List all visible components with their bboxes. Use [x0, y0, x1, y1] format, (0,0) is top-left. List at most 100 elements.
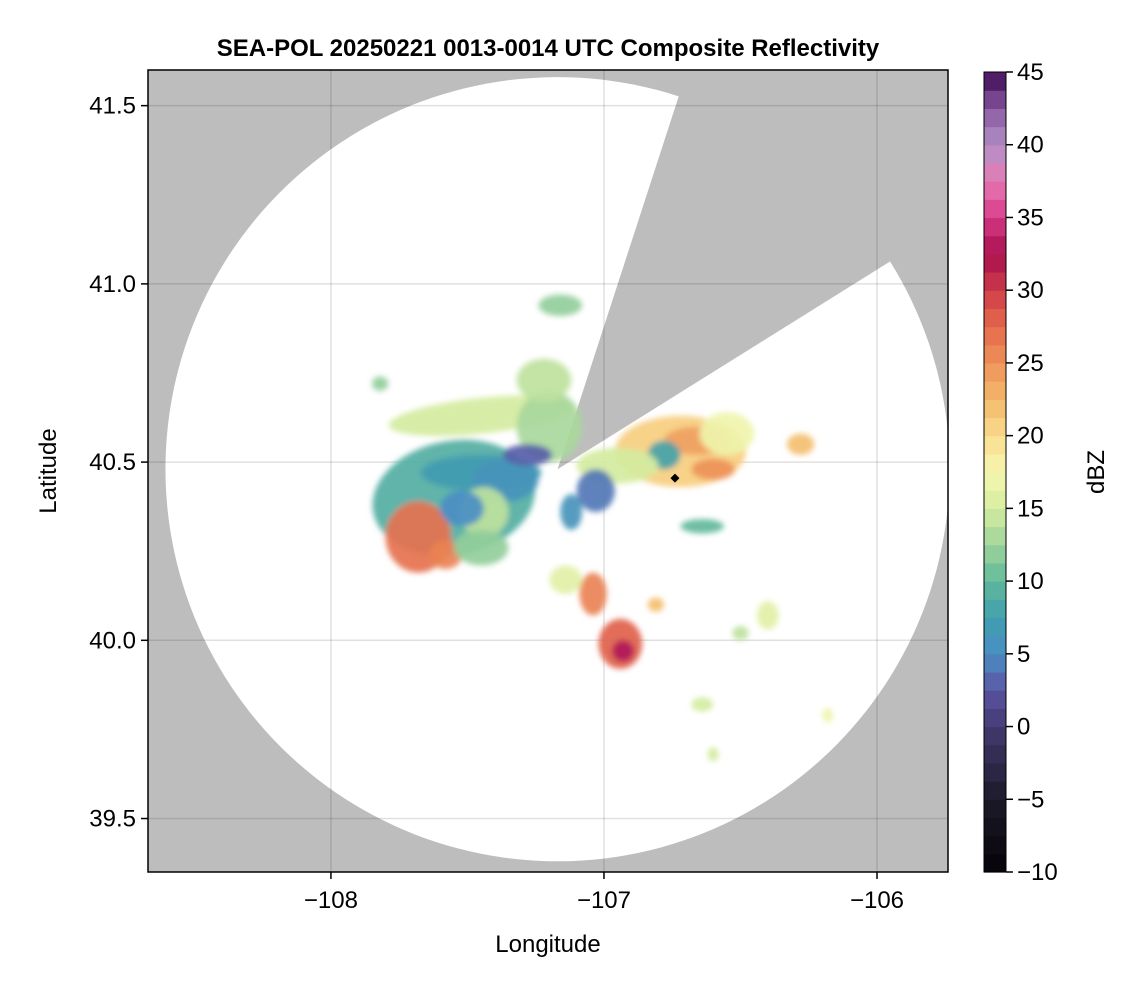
- colorbar-tick-label-10: 40: [1017, 132, 1044, 159]
- echo-cell-10: [516, 358, 572, 402]
- y-axis: 39.5 40.0 40.5 41.0 41.5: [89, 93, 148, 833]
- colorbar-tick-label-1: −5: [1017, 786, 1044, 813]
- echo-cell-21: [576, 469, 615, 512]
- colorbar-segment-21: [984, 472, 1006, 491]
- colorbar-tick-label-4: 10: [1017, 568, 1044, 595]
- colorbar-segment-26: [984, 381, 1006, 400]
- colorbar-segment-23: [984, 435, 1006, 455]
- colorbar-tick-label-5: 15: [1017, 495, 1044, 522]
- colorbar-segment-3: [984, 799, 1006, 819]
- echo-cell-26: [612, 640, 635, 662]
- colorbar-segment-40: [984, 126, 1006, 146]
- colorbar-tick-label-2: 0: [1017, 714, 1030, 741]
- colorbar-segment-27: [984, 362, 1006, 382]
- y-tick-label-1: 40.0: [89, 627, 136, 654]
- colorbar-segment-32: [984, 272, 1006, 291]
- colorbar-segment-13: [984, 617, 1006, 637]
- colorbar-frame: [983, 71, 1007, 873]
- colorbar-tick-label-3: 5: [1017, 641, 1030, 668]
- colorbar-segment-20: [984, 490, 1006, 509]
- echo-cell-11: [538, 294, 583, 316]
- colorbar-segment-38: [984, 162, 1006, 182]
- echo-cell-22: [560, 494, 583, 530]
- colorbar-segment-5: [984, 762, 1006, 782]
- reflectivity-echoes: [371, 294, 834, 762]
- x-axis-label: Longitude: [495, 931, 600, 958]
- y-tick-label-2: 40.5: [89, 449, 136, 476]
- colorbar-segment-42: [984, 90, 1006, 109]
- colorbar-segment-39: [984, 144, 1006, 164]
- colorbar-tick-label-7: 25: [1017, 350, 1044, 377]
- colorbar-segment-12: [984, 635, 1006, 655]
- colorbar-segment-17: [984, 544, 1006, 564]
- colorbar-segment-37: [984, 181, 1006, 200]
- colorbar-segment-31: [984, 290, 1006, 309]
- colorbar-segment-36: [984, 199, 1006, 219]
- echo-cell-23: [579, 572, 607, 616]
- y-tick-label-4: 41.5: [89, 93, 136, 120]
- colorbar-tick-label-11: 45: [1017, 59, 1044, 86]
- colorbar-segment-9: [984, 690, 1006, 709]
- colorbar-segment-24: [984, 417, 1006, 437]
- colorbar-segment-34: [984, 235, 1006, 255]
- colorbar-segment-14: [984, 599, 1006, 619]
- colorbar-segment-1: [984, 835, 1006, 855]
- echo-cell-7: [440, 490, 484, 527]
- colorbar-segment-8: [984, 708, 1006, 728]
- echo-cell-33: [732, 626, 749, 641]
- colorbar-segment-43: [984, 72, 1006, 91]
- echo-cell-12: [502, 444, 553, 466]
- colorbar-segment-29: [984, 326, 1006, 346]
- colorbar-segment-30: [984, 308, 1006, 328]
- grid-lines: [148, 70, 948, 872]
- echo-cell-28: [680, 519, 725, 534]
- colorbar-segment-0: [984, 853, 1006, 873]
- x-tick-label-1: −107: [577, 887, 631, 914]
- colorbar-tick-label-8: 30: [1017, 277, 1044, 304]
- colorbar-tick-label-6: 20: [1017, 423, 1044, 450]
- colorbar-segment-7: [984, 726, 1006, 746]
- echo-cell-4: [429, 540, 462, 570]
- echo-cell-24: [549, 565, 583, 594]
- echo-cell-13: [371, 376, 389, 391]
- x-axis: −108 −107 −106: [304, 872, 904, 914]
- chart-title: SEA-POL 20250221 0013-0014 UTC Composite…: [217, 35, 880, 62]
- colorbar-segment-35: [984, 217, 1006, 237]
- echo-cell-20: [786, 433, 815, 455]
- echo-cell-18: [699, 412, 755, 455]
- x-tick-label-0: −108: [304, 887, 358, 914]
- plot-frame: [147, 69, 949, 873]
- station-marker: [670, 473, 680, 483]
- colorbar-tick-label-0: −10: [1017, 859, 1058, 886]
- radar-coverage-area: [165, 77, 948, 862]
- colorbar-segment-4: [984, 781, 1006, 800]
- echo-cell-29: [756, 601, 779, 630]
- y-tick-label-0: 39.5: [89, 806, 136, 833]
- colorbar-segment-11: [984, 653, 1006, 673]
- echo-cell-9: [516, 390, 583, 463]
- echo-cell-16: [691, 458, 736, 480]
- colorbar-segment-10: [984, 672, 1006, 691]
- echo-cell-32: [822, 708, 834, 723]
- plot-area: [148, 70, 948, 872]
- echo-cell-31: [707, 747, 719, 762]
- colorbar-segment-2: [984, 817, 1006, 837]
- echo-cell-30: [691, 697, 714, 712]
- colorbar-segment-19: [984, 508, 1006, 528]
- colorbar-segment-25: [984, 399, 1006, 419]
- y-tick-label-3: 41.0: [89, 271, 136, 298]
- colorbar-segment-15: [984, 581, 1006, 600]
- colorbar-segment-33: [984, 253, 1006, 273]
- echo-cell-27: [647, 597, 665, 612]
- y-axis-label: Latitude: [35, 428, 62, 513]
- x-tick-label-2: −106: [850, 887, 904, 914]
- colorbar-tick-label-9: 35: [1017, 204, 1044, 231]
- colorbar: [983, 71, 1007, 873]
- echo-cell-6: [453, 529, 509, 566]
- colorbar-label: dBZ: [1083, 450, 1110, 494]
- colorbar-segment-16: [984, 562, 1006, 582]
- colorbar-segment-41: [984, 108, 1006, 128]
- colorbar-axis: −10 −5 0 5 10 15 20 25 30 35 40 45: [1006, 59, 1058, 886]
- colorbar-segment-22: [984, 453, 1006, 473]
- colorbar-segment-28: [984, 344, 1006, 364]
